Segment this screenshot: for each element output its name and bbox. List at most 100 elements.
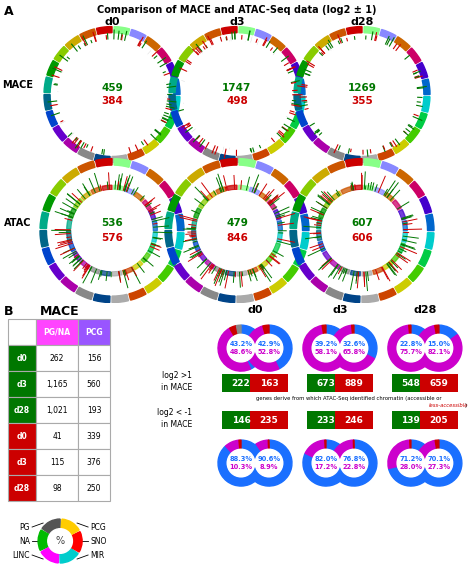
Wedge shape bbox=[257, 261, 268, 270]
FancyBboxPatch shape bbox=[222, 374, 260, 392]
Wedge shape bbox=[156, 127, 170, 143]
Wedge shape bbox=[297, 97, 305, 112]
Wedge shape bbox=[89, 266, 100, 274]
Wedge shape bbox=[174, 264, 189, 280]
FancyBboxPatch shape bbox=[78, 371, 110, 397]
Wedge shape bbox=[292, 248, 304, 265]
Wedge shape bbox=[112, 294, 128, 303]
Circle shape bbox=[397, 449, 425, 477]
Text: %: % bbox=[55, 536, 64, 546]
Wedge shape bbox=[47, 61, 58, 77]
Circle shape bbox=[227, 449, 255, 477]
Text: d0: d0 bbox=[17, 431, 27, 441]
Wedge shape bbox=[255, 30, 271, 41]
Wedge shape bbox=[303, 325, 340, 371]
Text: 1747: 1747 bbox=[222, 83, 252, 93]
Text: 82.1%: 82.1% bbox=[428, 349, 450, 355]
Wedge shape bbox=[44, 94, 52, 110]
Wedge shape bbox=[317, 219, 323, 229]
FancyBboxPatch shape bbox=[36, 345, 78, 371]
Wedge shape bbox=[435, 325, 439, 334]
Wedge shape bbox=[246, 326, 279, 371]
Wedge shape bbox=[422, 79, 430, 94]
Wedge shape bbox=[239, 159, 255, 167]
Text: 479: 479 bbox=[226, 219, 248, 229]
Wedge shape bbox=[225, 270, 236, 276]
FancyBboxPatch shape bbox=[36, 423, 78, 449]
Wedge shape bbox=[51, 180, 66, 196]
Wedge shape bbox=[175, 233, 184, 249]
Wedge shape bbox=[237, 294, 254, 303]
Wedge shape bbox=[237, 271, 247, 276]
Wedge shape bbox=[409, 325, 411, 334]
Wedge shape bbox=[50, 264, 64, 280]
Text: in MACE: in MACE bbox=[161, 382, 192, 392]
Wedge shape bbox=[383, 261, 393, 270]
Wedge shape bbox=[191, 36, 206, 50]
Wedge shape bbox=[323, 251, 332, 261]
Wedge shape bbox=[128, 149, 144, 160]
Wedge shape bbox=[401, 232, 407, 243]
Wedge shape bbox=[145, 37, 160, 51]
Wedge shape bbox=[203, 161, 220, 173]
Wedge shape bbox=[392, 200, 401, 210]
Text: 384: 384 bbox=[101, 96, 123, 106]
Wedge shape bbox=[425, 233, 434, 249]
Wedge shape bbox=[408, 265, 423, 282]
Text: 75.7%: 75.7% bbox=[400, 349, 422, 355]
Circle shape bbox=[59, 41, 165, 147]
Wedge shape bbox=[303, 125, 317, 141]
Text: Comparison of MACE and ATAC-Seq data (log2 ± 1): Comparison of MACE and ATAC-Seq data (lo… bbox=[97, 5, 377, 15]
Wedge shape bbox=[188, 168, 204, 183]
Wedge shape bbox=[294, 77, 302, 93]
Wedge shape bbox=[176, 214, 184, 231]
Text: 205: 205 bbox=[429, 416, 448, 424]
Wedge shape bbox=[67, 219, 73, 229]
Wedge shape bbox=[295, 196, 307, 213]
Wedge shape bbox=[40, 231, 48, 247]
Text: 146: 146 bbox=[232, 416, 250, 424]
Wedge shape bbox=[112, 155, 128, 163]
Wedge shape bbox=[292, 62, 303, 79]
Wedge shape bbox=[165, 212, 173, 229]
Text: 889: 889 bbox=[345, 378, 364, 388]
FancyBboxPatch shape bbox=[78, 345, 110, 371]
Wedge shape bbox=[132, 261, 143, 270]
Wedge shape bbox=[362, 155, 377, 163]
Text: d0: d0 bbox=[247, 305, 263, 315]
Wedge shape bbox=[388, 325, 434, 371]
Wedge shape bbox=[226, 440, 240, 452]
Wedge shape bbox=[345, 154, 360, 163]
Text: 339: 339 bbox=[87, 431, 101, 441]
FancyBboxPatch shape bbox=[335, 374, 373, 392]
Wedge shape bbox=[362, 271, 372, 276]
Wedge shape bbox=[301, 214, 309, 231]
Wedge shape bbox=[296, 111, 308, 127]
Wedge shape bbox=[73, 251, 82, 261]
Text: 355: 355 bbox=[351, 96, 373, 106]
Wedge shape bbox=[297, 79, 305, 94]
FancyBboxPatch shape bbox=[78, 319, 110, 345]
FancyBboxPatch shape bbox=[250, 374, 288, 392]
Wedge shape bbox=[169, 94, 177, 110]
Wedge shape bbox=[157, 48, 171, 64]
Circle shape bbox=[85, 68, 139, 122]
Text: 71.2%: 71.2% bbox=[399, 456, 422, 462]
Wedge shape bbox=[114, 27, 129, 35]
Wedge shape bbox=[352, 185, 362, 191]
Wedge shape bbox=[171, 111, 182, 127]
Wedge shape bbox=[73, 198, 83, 209]
FancyBboxPatch shape bbox=[222, 411, 260, 429]
FancyBboxPatch shape bbox=[335, 411, 373, 429]
Wedge shape bbox=[277, 220, 283, 231]
Text: MIR: MIR bbox=[90, 550, 104, 560]
Text: 536: 536 bbox=[101, 219, 123, 229]
Wedge shape bbox=[273, 209, 281, 220]
Wedge shape bbox=[160, 181, 174, 198]
Circle shape bbox=[335, 68, 389, 122]
Text: 376: 376 bbox=[87, 458, 101, 466]
Circle shape bbox=[210, 68, 264, 122]
Text: 22.8%: 22.8% bbox=[342, 464, 365, 470]
FancyBboxPatch shape bbox=[392, 411, 430, 429]
Wedge shape bbox=[206, 191, 217, 201]
